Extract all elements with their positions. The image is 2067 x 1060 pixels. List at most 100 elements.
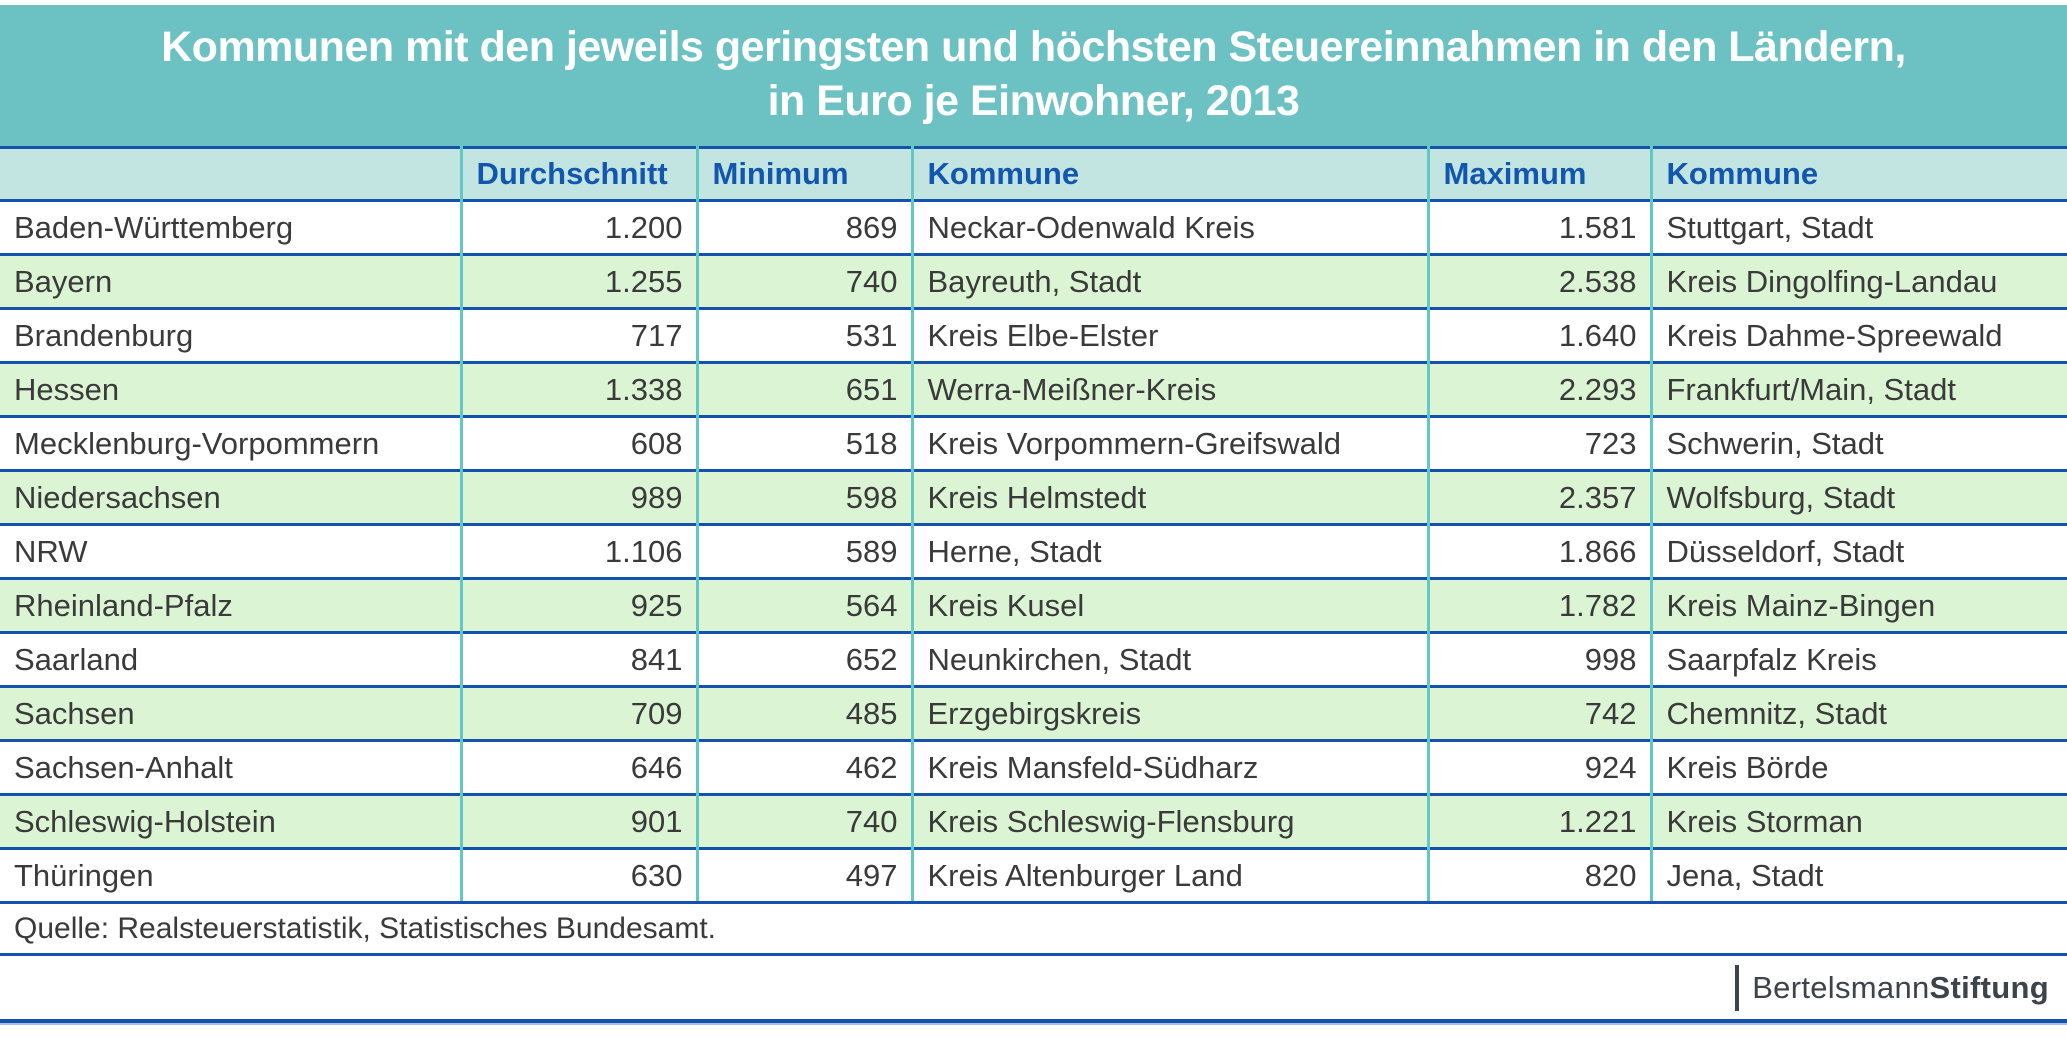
cell-minimum: 652 (697, 631, 914, 687)
table-row: Thüringen 630 497 Kreis Altenburger Land… (0, 847, 2067, 904)
cell-maximum: 998 (1428, 631, 1653, 687)
cell-land: Mecklenburg-Vorpommern (0, 415, 463, 471)
cell-min-kommune: Kreis Vorpommern-Greifswald (912, 415, 1430, 471)
column-header-kommune-max: Kommune (1651, 146, 2067, 201)
cell-durchschnitt: 1.200 (461, 199, 699, 255)
cell-min-kommune: Kreis Kusel (912, 577, 1430, 633)
cell-minimum: 485 (697, 685, 914, 741)
cell-maximum: 2.538 (1428, 253, 1653, 309)
cell-land: Sachsen-Anhalt (0, 739, 463, 795)
cell-minimum: 462 (697, 739, 914, 795)
table-row: Niedersachsen 989 598 Kreis Helmstedt 2.… (0, 469, 2067, 525)
cell-minimum: 589 (697, 523, 914, 579)
cell-max-kommune: Kreis Storman (1651, 793, 2067, 849)
footer: BertelsmannStiftung (0, 956, 2067, 1019)
cell-max-kommune: Wolfsburg, Stadt (1651, 469, 2067, 525)
cell-land: Thüringen (0, 847, 463, 904)
cell-durchschnitt: 709 (461, 685, 699, 741)
column-header-kommune-min: Kommune (912, 146, 1430, 201)
cell-maximum: 820 (1428, 847, 1653, 904)
cell-min-kommune: Kreis Altenburger Land (912, 847, 1430, 904)
table-row: Bayern 1.255 740 Bayreuth, Stadt 2.538 K… (0, 253, 2067, 309)
cell-min-kommune: Kreis Mansfeld-Südharz (912, 739, 1430, 795)
table-row: Brandenburg 717 531 Kreis Elbe-Elster 1.… (0, 307, 2067, 363)
data-table: Durchschnitt Minimum Kommune Maximum Kom… (0, 146, 2067, 904)
cell-land: Brandenburg (0, 307, 463, 363)
cell-durchschnitt: 1.255 (461, 253, 699, 309)
cell-minimum: 564 (697, 577, 914, 633)
cell-max-kommune: Jena, Stadt (1651, 847, 2067, 904)
cell-min-kommune: Neunkirchen, Stadt (912, 631, 1430, 687)
cell-land: Baden-Württemberg (0, 199, 463, 255)
table-row: Mecklenburg-Vorpommern 608 518 Kreis Vor… (0, 415, 2067, 471)
cell-land: Saarland (0, 631, 463, 687)
cell-durchschnitt: 1.338 (461, 361, 699, 417)
cell-minimum: 869 (697, 199, 914, 255)
cell-durchschnitt: 989 (461, 469, 699, 525)
cell-max-kommune: Kreis Dahme-Spreewald (1651, 307, 2067, 363)
header-row: Durchschnitt Minimum Kommune Maximum Kom… (0, 146, 2067, 201)
cell-land: Schleswig-Holstein (0, 793, 463, 849)
table-row: Hessen 1.338 651 Werra-Meißner-Kreis 2.2… (0, 361, 2067, 417)
cell-durchschnitt: 717 (461, 307, 699, 363)
cell-min-kommune: Herne, Stadt (912, 523, 1430, 579)
table-row: NRW 1.106 589 Herne, Stadt 1.866 Düsseld… (0, 523, 2067, 579)
cell-maximum: 924 (1428, 739, 1653, 795)
cell-minimum: 740 (697, 793, 914, 849)
column-header-durchschnitt: Durchschnitt (461, 146, 699, 201)
cell-min-kommune: Neckar-Odenwald Kreis (912, 199, 1430, 255)
cell-min-kommune: Bayreuth, Stadt (912, 253, 1430, 309)
cell-max-kommune: Chemnitz, Stadt (1651, 685, 2067, 741)
title-banner: Kommunen mit den jeweils geringsten und … (0, 5, 2067, 146)
cell-minimum: 518 (697, 415, 914, 471)
cell-durchschnitt: 1.106 (461, 523, 699, 579)
cell-max-kommune: Saarpfalz Kreis (1651, 631, 2067, 687)
cell-max-kommune: Kreis Mainz-Bingen (1651, 577, 2067, 633)
cell-land: Niedersachsen (0, 469, 463, 525)
bottom-rule (0, 1019, 2067, 1025)
cell-max-kommune: Kreis Dingolfing-Landau (1651, 253, 2067, 309)
cell-land: Sachsen (0, 685, 463, 741)
table-row: Schleswig-Holstein 901 740 Kreis Schlesw… (0, 793, 2067, 849)
table-row: Sachsen 709 485 Erzgebirgskreis 742 Chem… (0, 685, 2067, 741)
cell-max-kommune: Kreis Börde (1651, 739, 2067, 795)
column-header-minimum: Minimum (697, 146, 914, 201)
logo-text: BertelsmannStiftung (1752, 970, 2049, 1006)
cell-land: Bayern (0, 253, 463, 309)
cell-maximum: 742 (1428, 685, 1653, 741)
cell-min-kommune: Kreis Helmstedt (912, 469, 1430, 525)
table-row: Saarland 841 652 Neunkirchen, Stadt 998 … (0, 631, 2067, 687)
cell-maximum: 723 (1428, 415, 1653, 471)
cell-minimum: 740 (697, 253, 914, 309)
column-header-maximum: Maximum (1428, 146, 1653, 201)
cell-min-kommune: Werra-Meißner-Kreis (912, 361, 1430, 417)
source-note: Quelle: Realsteuerstatistik, Statistisch… (0, 904, 2067, 956)
table-row: Sachsen-Anhalt 646 462 Kreis Mansfeld-Sü… (0, 739, 2067, 795)
logo-brand: Bertelsmann (1752, 969, 1930, 1005)
title-line-2: in Euro je Einwohner, 2013 (767, 77, 1300, 125)
logo-brand-bold: Stiftung (1929, 969, 2049, 1005)
cell-durchschnitt: 646 (461, 739, 699, 795)
cell-min-kommune: Kreis Elbe-Elster (912, 307, 1430, 363)
cell-min-kommune: Kreis Schleswig-Flensburg (912, 793, 1430, 849)
cell-land: NRW (0, 523, 463, 579)
logo-bar-icon (1735, 964, 1740, 1011)
cell-land: Rheinland-Pfalz (0, 577, 463, 633)
cell-min-kommune: Erzgebirgskreis (912, 685, 1430, 741)
cell-maximum: 1.640 (1428, 307, 1653, 363)
cell-durchschnitt: 841 (461, 631, 699, 687)
cell-minimum: 598 (697, 469, 914, 525)
table-row: Baden-Württemberg 1.200 869 Neckar-Odenw… (0, 199, 2067, 255)
cell-max-kommune: Frankfurt/Main, Stadt (1651, 361, 2067, 417)
cell-maximum: 2.293 (1428, 361, 1653, 417)
cell-max-kommune: Düsseldorf, Stadt (1651, 523, 2067, 579)
cell-land: Hessen (0, 361, 463, 417)
cell-maximum: 1.782 (1428, 577, 1653, 633)
cell-durchschnitt: 608 (461, 415, 699, 471)
cell-maximum: 1.581 (1428, 199, 1653, 255)
table-row: Rheinland-Pfalz 925 564 Kreis Kusel 1.78… (0, 577, 2067, 633)
cell-durchschnitt: 925 (461, 577, 699, 633)
column-header-land (0, 146, 463, 201)
title-line-1: Kommunen mit den jeweils geringsten und … (161, 23, 1906, 71)
